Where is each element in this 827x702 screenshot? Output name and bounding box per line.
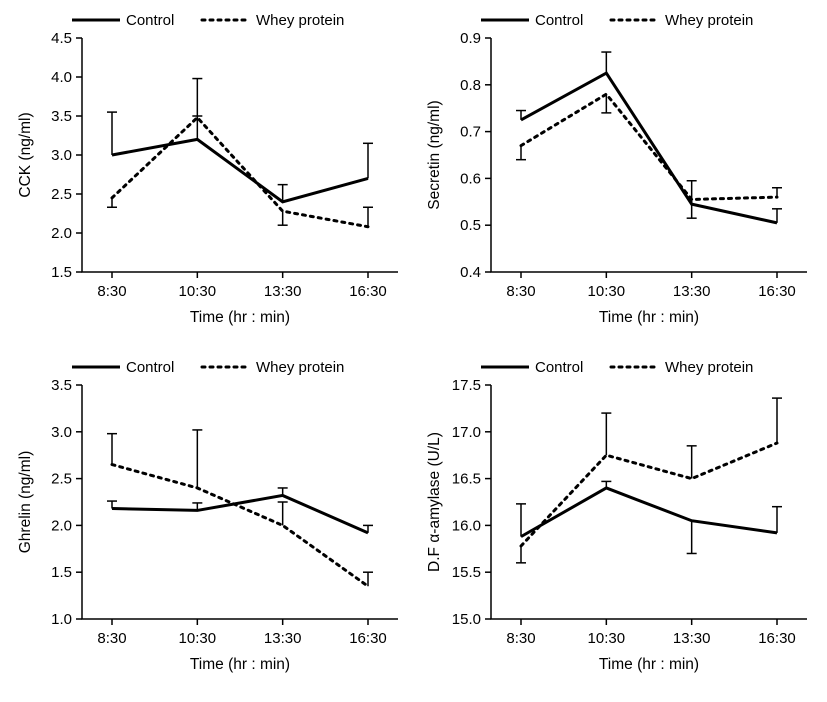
- xtick-label: 13:30: [672, 283, 710, 300]
- ytick-label: 3.5: [51, 108, 72, 125]
- panel-cck: Control Whey protein 1.5 2.0 2.5 3.0 3.5 4.0 4.5…: [10, 6, 409, 345]
- xtick-label: 16:30: [349, 630, 387, 647]
- ytick-label: 0.4: [460, 264, 481, 281]
- ytick-label: 15.0: [451, 611, 480, 628]
- xtick-label: 16:30: [758, 630, 796, 647]
- ytick-label: 16.5: [451, 471, 480, 488]
- ytick-label: 17.5: [451, 377, 480, 394]
- svg-secretin: Control Whey protein 0.4 0.5 0.6 0.7 0.8 0.9 8:3…: [419, 6, 817, 338]
- svg-amylase: Control Whey protein 15.0 15.5 16.0 16.5 17.0 1…: [419, 353, 817, 685]
- xtick-label: 13:30: [264, 283, 302, 300]
- ytick-label: 4.5: [51, 30, 72, 47]
- xtick-label: 8:30: [97, 630, 126, 647]
- legend-control-label: Control: [535, 359, 583, 376]
- ytick-label: 15.5: [451, 564, 480, 581]
- xtick-label: 8:30: [506, 283, 535, 300]
- xtick-label: 16:30: [349, 283, 387, 300]
- legend-control-label: Control: [126, 12, 174, 29]
- legend-control-label: Control: [535, 12, 583, 29]
- ytick-label: 2.0: [51, 517, 72, 534]
- ytick-label: 1.5: [51, 564, 72, 581]
- panel-amylase: Control Whey protein 15.0 15.5 16.0 16.5 17.0 1…: [419, 353, 818, 692]
- ytick-label: 2.5: [51, 186, 72, 203]
- ytick-label: 17.0: [451, 424, 480, 441]
- ytick-label: 3.0: [51, 424, 72, 441]
- ytick-label: 16.0: [451, 517, 480, 534]
- series-control: [112, 139, 368, 201]
- ytick-label: 4.0: [51, 69, 72, 86]
- xtick-label: 13:30: [264, 630, 302, 647]
- ytick-label: 0.6: [460, 170, 481, 187]
- svg-cck: Control Whey protein 1.5 2.0 2.5 3.0 3.5 4.0 4.5…: [10, 6, 408, 338]
- series-whey: [521, 94, 777, 199]
- ytick-label: 1.5: [51, 264, 72, 281]
- svg-ghrelin: Control Whey protein 1.0 1.5 2.0 2.5 3.0 3.5 8:3…: [10, 353, 408, 685]
- ytick-label: 3.0: [51, 147, 72, 164]
- ytick-label: 2.5: [51, 471, 72, 488]
- series-control: [112, 495, 368, 532]
- series-whey: [521, 443, 777, 546]
- ytick-label: 2.0: [51, 225, 72, 242]
- xtick-label: 10:30: [587, 630, 625, 647]
- series-whey: [112, 465, 368, 587]
- xtick-label: 10:30: [587, 283, 625, 300]
- x-axis-label: Time (hr : min): [190, 309, 290, 326]
- xtick-label: 8:30: [506, 630, 535, 647]
- xtick-label: 13:30: [672, 630, 710, 647]
- series-control: [521, 488, 777, 537]
- ytick-label: 0.7: [460, 124, 481, 141]
- legend-whey-label: Whey protein: [256, 359, 344, 376]
- ytick-label: 0.5: [460, 217, 481, 234]
- panel-ghrelin: Control Whey protein 1.0 1.5 2.0 2.5 3.0 3.5 8:3…: [10, 353, 409, 692]
- panel-secretin: Control Whey protein 0.4 0.5 0.6 0.7 0.8 0.9 8:3…: [419, 6, 818, 345]
- legend-control-label: Control: [126, 359, 174, 376]
- xtick-label: 10:30: [179, 283, 217, 300]
- y-axis-label: Ghrelin (ng/ml): [17, 451, 34, 554]
- x-axis-label: Time (hr : min): [190, 656, 290, 673]
- legend-whey-label: Whey protein: [256, 12, 344, 29]
- ytick-label: 0.9: [460, 30, 481, 47]
- y-axis-label: Secretin (ng/ml): [426, 100, 443, 209]
- x-axis-label: Time (hr : min): [598, 309, 698, 326]
- legend-whey-label: Whey protein: [665, 359, 753, 376]
- ytick-label: 3.5: [51, 377, 72, 394]
- ytick-label: 1.0: [51, 611, 72, 628]
- y-axis-label: D.F α-amylase (U/L): [426, 432, 443, 572]
- x-axis-label: Time (hr : min): [598, 656, 698, 673]
- xtick-label: 8:30: [97, 283, 126, 300]
- legend-whey-label: Whey protein: [665, 12, 753, 29]
- xtick-label: 16:30: [758, 283, 796, 300]
- chart-grid: Control Whey protein 1.5 2.0 2.5 3.0 3.5 4.0 4.5…: [0, 0, 827, 702]
- y-axis-label: CCK (ng/ml): [17, 112, 34, 197]
- ytick-label: 0.8: [460, 77, 481, 94]
- xtick-label: 10:30: [179, 630, 217, 647]
